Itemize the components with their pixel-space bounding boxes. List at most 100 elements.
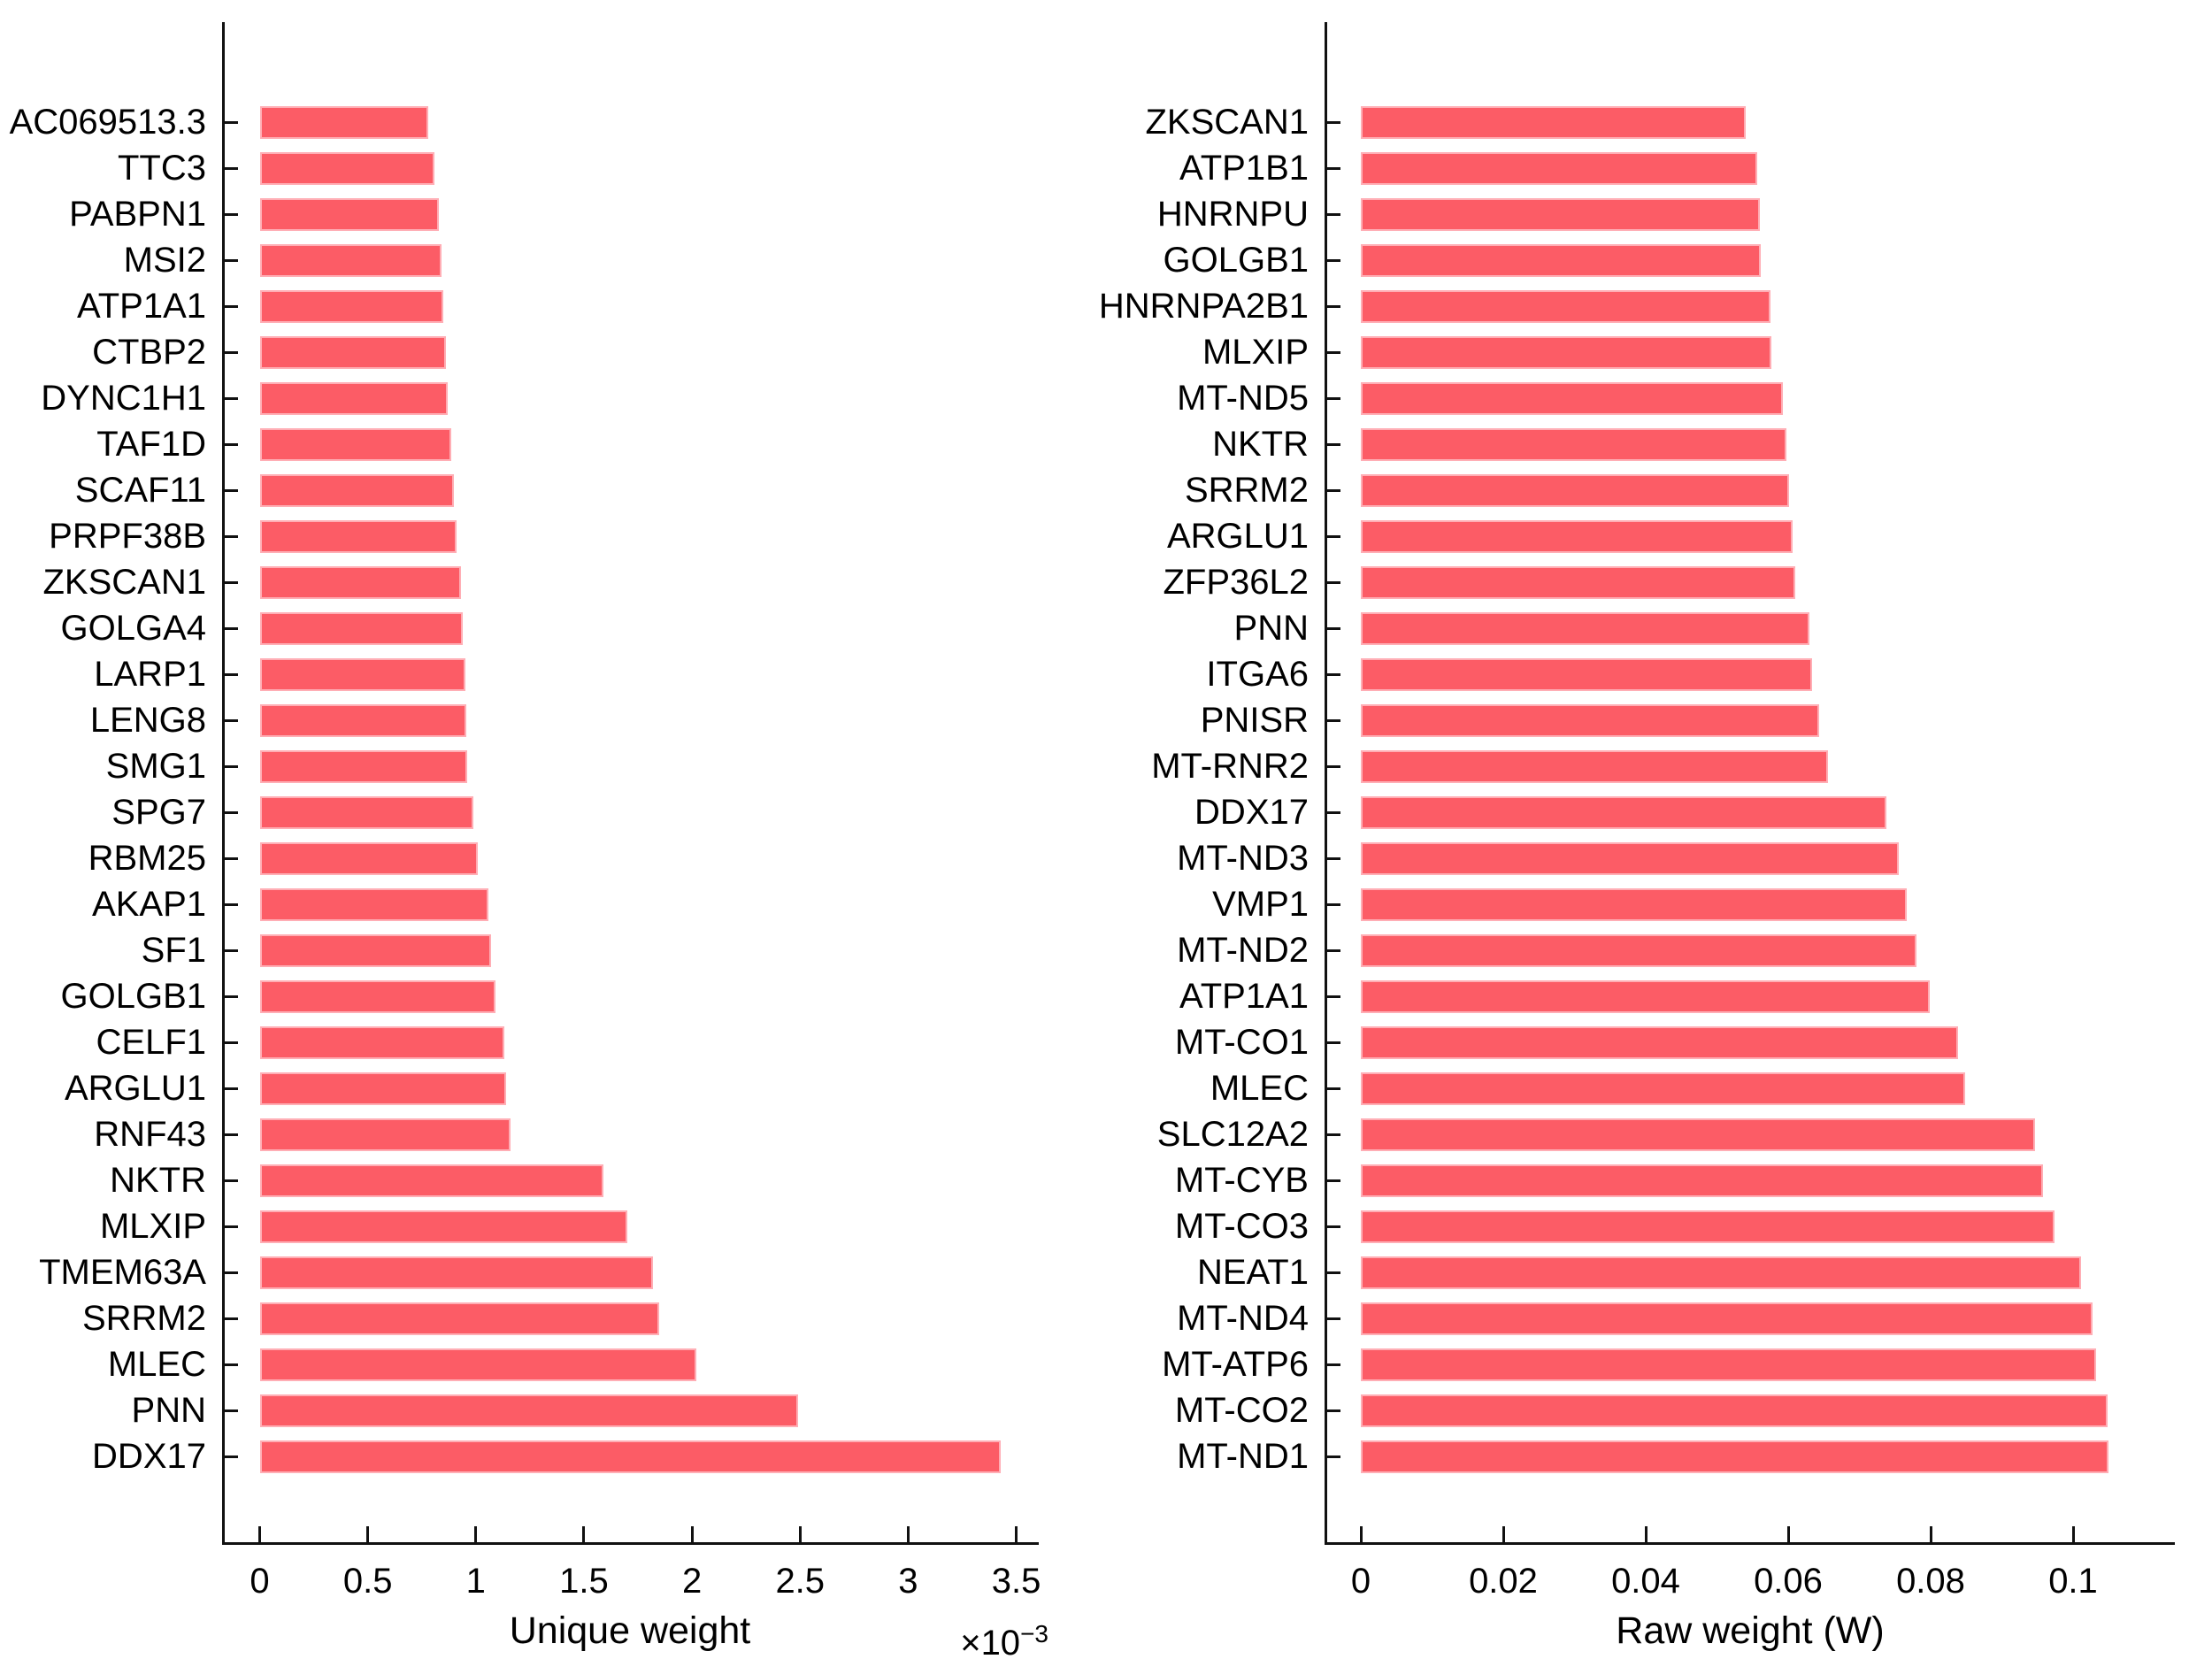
x-tick: [1644, 1526, 1647, 1542]
bar: [1361, 105, 1746, 139]
x-tick: [1786, 1526, 1790, 1542]
gene-label: SF1: [141, 931, 206, 970]
y-tick: [1327, 258, 1340, 262]
bar: [259, 887, 489, 921]
y-tick: [1327, 120, 1340, 124]
gene-label: DYNC1H1: [41, 379, 206, 418]
bar: [1361, 1071, 1966, 1105]
y-tick: [1327, 396, 1340, 400]
bar: [259, 1164, 603, 1197]
y-tick: [225, 488, 238, 492]
gene-label: LARP1: [94, 655, 206, 694]
gene-label: NKTR: [110, 1161, 206, 1200]
y-tick: [225, 396, 238, 400]
gene-label: SRRM2: [1184, 471, 1309, 510]
y-tick: [225, 902, 238, 906]
y-tick: [225, 856, 238, 860]
gene-label: ZFP36L2: [1163, 563, 1309, 602]
y-tick: [1327, 995, 1340, 998]
gene-label: ZKSCAN1: [42, 563, 207, 602]
gene-label: PNN: [1233, 609, 1309, 648]
gene-label: DDX17: [92, 1437, 206, 1476]
y-tick: [225, 534, 238, 538]
gene-label: TMEM63A: [39, 1253, 206, 1292]
gene-label: MT-CO2: [1174, 1391, 1309, 1430]
bar: [1361, 887, 1907, 921]
gene-label: LENG8: [89, 701, 206, 740]
x-tick: [1929, 1526, 1932, 1542]
bar: [1361, 519, 1793, 553]
y-tick: [1327, 212, 1340, 216]
bar: [1361, 197, 1760, 231]
gene-label: TTC3: [118, 149, 206, 188]
y-tick: [1327, 1317, 1340, 1320]
y-tick: [225, 166, 238, 170]
gene-label: MLXIP: [1202, 333, 1309, 372]
y-tick: [1327, 442, 1340, 446]
x-tick: [582, 1526, 586, 1542]
gene-label: HNRNPA2B1: [1098, 287, 1309, 326]
gene-label: CTBP2: [92, 333, 206, 372]
bar: [259, 105, 429, 139]
gene-label: MT-ND5: [1177, 379, 1309, 418]
gene-label: AKAP1: [92, 885, 206, 924]
x-tick-label: 0.02: [1469, 1562, 1538, 1601]
gene-label: PABPN1: [69, 195, 206, 234]
y-tick: [1327, 810, 1340, 814]
x-tick: [906, 1526, 910, 1542]
y-tick: [1327, 902, 1340, 906]
y-tick: [225, 442, 238, 446]
bar: [1361, 1440, 2109, 1473]
gene-label: GOLGB1: [1163, 241, 1309, 280]
bar: [259, 519, 457, 553]
bar: [259, 427, 451, 461]
gene-label: MT-ATP6: [1162, 1345, 1309, 1384]
x-axis-line: [222, 1542, 1039, 1545]
gene-label: SCAF11: [74, 471, 206, 510]
y-tick: [1327, 1455, 1340, 1458]
gene-label: MSI2: [123, 241, 206, 280]
bar: [1361, 841, 1899, 875]
y-tick: [225, 1041, 238, 1044]
x-tick-label: 0.08: [1896, 1562, 1965, 1601]
gene-label: MT-CO1: [1174, 1023, 1309, 1062]
y-tick: [225, 1317, 238, 1320]
y-tick: [1327, 626, 1340, 630]
gene-label: PRPF38B: [49, 517, 206, 556]
y-tick: [225, 718, 238, 722]
bar: [259, 289, 444, 323]
y-tick: [1327, 856, 1340, 860]
bar: [1361, 703, 1819, 737]
bar: [259, 841, 479, 875]
gene-label: NEAT1: [1197, 1253, 1309, 1292]
y-tick: [1327, 1363, 1340, 1366]
bar: [1361, 611, 1810, 645]
gene-label: CELF1: [96, 1023, 207, 1062]
x-tick-label: 1.5: [559, 1562, 609, 1601]
y-tick: [225, 258, 238, 262]
x-tick-label: 0.04: [1611, 1562, 1680, 1601]
x-tick-label: 3: [898, 1562, 918, 1601]
gene-label: GOLGA4: [60, 609, 206, 648]
y-tick: [225, 350, 238, 354]
gene-label: MT-CYB: [1174, 1161, 1309, 1200]
gene-label: PNN: [131, 1391, 206, 1430]
bar: [259, 611, 464, 645]
bar: [1361, 1394, 2108, 1427]
gene-label: AC069513.3: [9, 103, 206, 142]
bar: [1361, 1118, 2036, 1151]
x-axis-line: [1325, 1542, 2175, 1545]
y-tick: [1327, 1179, 1340, 1182]
gene-label: MLEC: [1210, 1069, 1309, 1108]
bar: [259, 565, 461, 599]
bar: [1361, 473, 1789, 507]
bar: [259, 1256, 654, 1289]
bar: [1361, 565, 1796, 599]
y-tick: [225, 810, 238, 814]
x-axis-label-left: Unique weight: [509, 1609, 751, 1652]
axis-multiplier-label: ×10−3: [823, 1612, 1048, 1659]
y-tick: [1327, 1041, 1340, 1044]
bar: [1361, 1164, 2044, 1197]
y-tick: [1327, 1087, 1340, 1090]
y-tick: [225, 995, 238, 998]
